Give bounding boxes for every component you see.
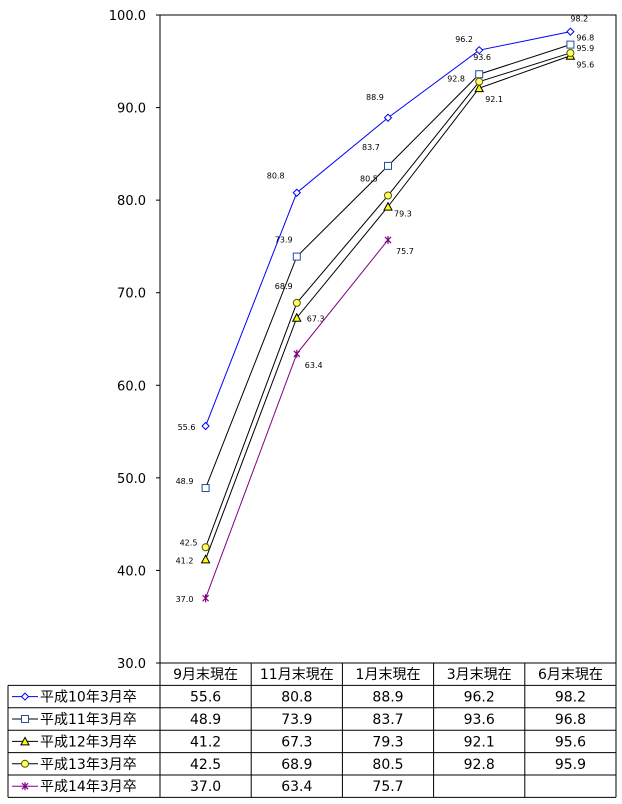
table-cell-value: 41.2 xyxy=(190,734,221,750)
data-label: 63.4 xyxy=(305,361,323,370)
data-label: 73.9 xyxy=(275,236,293,245)
series-point xyxy=(201,484,210,493)
legend-series-name: 平成14年3月卒 xyxy=(40,779,137,795)
legend-series-name: 平成12年3月卒 xyxy=(40,734,137,750)
series-point xyxy=(291,312,302,322)
legend-series-name: 平成13年3月卒 xyxy=(40,757,137,773)
x-category-label: 11月末現在 xyxy=(260,667,334,683)
data-label: 88.9 xyxy=(366,93,384,102)
y-tick-label: 60.0 xyxy=(117,379,146,394)
series-point xyxy=(384,161,392,170)
y-tick-label: 100.0 xyxy=(109,9,146,24)
series-line xyxy=(205,44,571,489)
series-point xyxy=(292,252,301,261)
table-cell-value: 92.1 xyxy=(464,734,495,750)
table-cell-value: 37.0 xyxy=(190,779,221,795)
series-point xyxy=(566,48,575,57)
series-point xyxy=(292,298,301,307)
series-point xyxy=(200,554,211,564)
table-cell-value: 48.9 xyxy=(190,712,221,728)
series-point xyxy=(202,594,210,603)
table-cell-value: 88.9 xyxy=(372,690,403,706)
table-cell-value: 73.9 xyxy=(281,712,312,728)
data-label: 79.3 xyxy=(394,210,412,219)
y-tick-label: 70.0 xyxy=(117,287,146,302)
data-label: 80.5 xyxy=(360,175,378,184)
series-point xyxy=(475,77,484,86)
table-cell-value: 96.2 xyxy=(464,690,495,706)
data-label: 41.2 xyxy=(176,556,194,565)
table-cell-value: 55.6 xyxy=(190,690,221,706)
series-point xyxy=(201,421,210,431)
legend-key-marker xyxy=(20,692,30,701)
data-label: 37.0 xyxy=(176,595,194,604)
data-label: 98.2 xyxy=(570,15,588,24)
series-point xyxy=(384,191,392,200)
data-label: 93.6 xyxy=(473,53,491,62)
table-cell-value: 67.3 xyxy=(281,734,312,750)
x-category-label: 3月末現在 xyxy=(447,667,512,683)
data-label: 92.1 xyxy=(485,95,503,104)
table-cell-value: 83.7 xyxy=(372,712,403,728)
table-cell-value: 95.9 xyxy=(555,757,586,773)
data-label: 95.9 xyxy=(576,44,594,53)
x-category-label: 1月末現在 xyxy=(356,667,421,683)
y-tick-label: 30.0 xyxy=(117,657,146,672)
legend-series-name: 平成11年3月卒 xyxy=(40,712,137,728)
series-point xyxy=(566,27,575,36)
x-category-label: 9月末現在 xyxy=(173,667,238,683)
legend-key-marker xyxy=(21,759,29,768)
table-cell-value: 79.3 xyxy=(372,734,403,750)
data-label: 67.3 xyxy=(307,315,325,324)
table-cell-value: 93.6 xyxy=(464,712,495,728)
table-cell-value: 63.4 xyxy=(281,779,312,795)
table-cell-value: 80.5 xyxy=(372,757,403,773)
table-cell-value: 95.6 xyxy=(555,734,586,750)
data-label: 95.6 xyxy=(576,61,594,70)
series-point xyxy=(384,235,392,244)
series-point xyxy=(566,40,575,49)
series-point xyxy=(383,201,393,211)
table-cell-value: 42.5 xyxy=(190,757,221,773)
legend-series-name: 平成10年3月卒 xyxy=(40,690,137,706)
data-label: 48.9 xyxy=(176,477,194,486)
x-category-label: 6月末現在 xyxy=(538,667,603,683)
data-label: 80.8 xyxy=(267,172,285,181)
y-tick-label: 80.0 xyxy=(117,194,146,209)
series-line xyxy=(205,55,571,560)
series-point xyxy=(383,113,393,122)
table-cell-value: 96.8 xyxy=(555,712,586,728)
plot-area xyxy=(159,14,617,664)
data-label: 75.7 xyxy=(396,247,414,256)
series-point xyxy=(292,188,302,197)
series-point xyxy=(293,349,301,358)
table-cell-value: 75.7 xyxy=(372,779,403,795)
data-label: 96.2 xyxy=(455,35,473,44)
data-label: 92.8 xyxy=(447,75,465,84)
data-label: 42.5 xyxy=(180,538,198,547)
series-line xyxy=(205,31,571,427)
legend-key-marker xyxy=(21,782,29,791)
data-label: 96.8 xyxy=(576,34,594,43)
data-label: 68.9 xyxy=(275,282,293,291)
legend-key-marker xyxy=(21,715,29,723)
table-cell-value: 68.9 xyxy=(281,757,312,773)
series-point xyxy=(474,83,485,93)
data-label: 83.7 xyxy=(362,143,380,152)
y-tick-label: 50.0 xyxy=(117,472,146,487)
series-line xyxy=(205,52,571,548)
legend-key-marker xyxy=(20,736,30,746)
series-point xyxy=(475,70,484,79)
series-point xyxy=(474,45,484,55)
data-label: 55.6 xyxy=(178,423,196,432)
table-cell-value: 80.8 xyxy=(281,690,312,706)
table-cell-value: 92.8 xyxy=(464,757,495,773)
y-tick-label: 40.0 xyxy=(117,564,146,579)
y-tick-label: 90.0 xyxy=(117,102,146,117)
table-cell-value: 98.2 xyxy=(555,690,586,706)
series-point xyxy=(201,543,210,552)
